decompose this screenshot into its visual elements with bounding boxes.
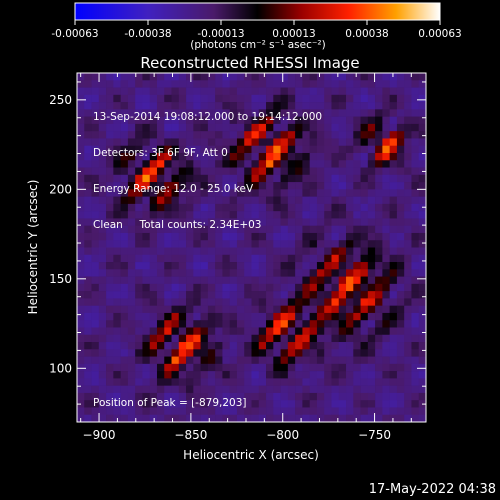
info-time-range: 13-Sep-2014 19:08:12.000 to 19:14:12.000 [93, 111, 323, 123]
info-energy-range: Energy Range: 12.0 - 25.0 keV [93, 183, 254, 195]
colorbar-unit-label: (photons cm⁻² s⁻¹ asec⁻²) [190, 39, 325, 51]
colorbar-tick-label: -0.00063 [51, 28, 98, 40]
colorbar: -0.00063 -0.00038 -0.00013 0.00013 0.00038 0.… [51, 2, 462, 51]
heatmap-image [77, 73, 427, 423]
x-tick-label: −900 [83, 428, 116, 442]
footer-timestamp: 17-May-2022 04:38 [368, 482, 496, 497]
y-tick-label: 250 [49, 93, 72, 107]
peak-position-label: Position of Peak = [-879,203] [93, 397, 247, 409]
chart-title: Reconstructed RHESSI Image [140, 54, 359, 72]
info-counts: Clean Total counts: 2.34E+03 [93, 219, 262, 231]
y-tick-label: 100 [49, 361, 72, 375]
y-tick-label: 200 [49, 182, 72, 196]
x-tick-label: −850 [174, 428, 207, 442]
observation-info: 13-Sep-2014 19:08:12.000 to 19:14:12.000… [93, 87, 322, 243]
info-detectors: Detectors: 3F 6F 9F, Att 0 [93, 147, 228, 159]
colorbar-tick-label: 0.00013 [272, 28, 315, 40]
plot-frame [76, 72, 427, 423]
y-tick-label: 150 [49, 272, 72, 286]
colorbar-ticks: -0.00063 -0.00038 -0.00013 0.00013 0.00038 0.… [51, 20, 462, 40]
y-axis-label: Heliocentric Y (arcsec) [26, 180, 40, 315]
colorbar-gradient [74, 2, 441, 21]
colorbar-tick-label: 0.00063 [418, 28, 461, 40]
colorbar-tick-label: -0.00013 [197, 28, 244, 40]
colorbar-tick-label: -0.00038 [124, 28, 171, 40]
x-tick-label: −800 [266, 428, 299, 442]
x-tick-label: −750 [358, 428, 391, 442]
colorbar-tick-label: 0.00038 [345, 28, 388, 40]
axes: −900 −850 −800 −750 100 150 200 250 [49, 73, 426, 442]
x-axis-label: Heliocentric X (arcsec) [183, 448, 319, 462]
